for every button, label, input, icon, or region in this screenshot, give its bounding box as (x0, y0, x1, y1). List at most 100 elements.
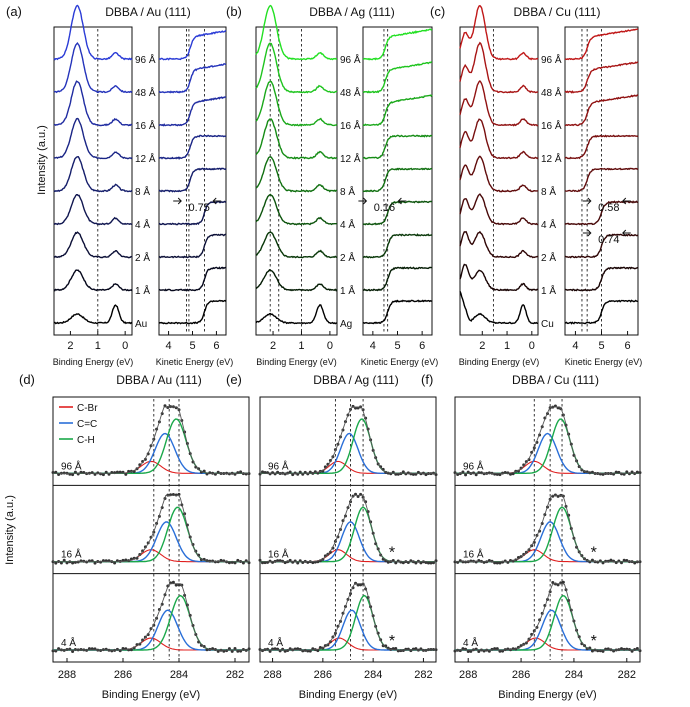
data-point (71, 561, 75, 565)
data-point (227, 647, 231, 651)
data-point (296, 561, 300, 565)
series-line (53, 194, 133, 226)
series-line (260, 406, 436, 474)
data-point (627, 472, 631, 476)
x-axis-label: Kinetic Energy (eV) (565, 357, 643, 367)
data-point (291, 473, 295, 477)
x-tick-label: 2 (67, 340, 73, 352)
data-point (268, 649, 272, 653)
data-point (622, 558, 626, 562)
data-point (177, 583, 181, 587)
trace-label: 12 Å (340, 152, 361, 165)
arrow (358, 197, 368, 205)
series-line (455, 406, 640, 474)
x-tick-label: 4 (166, 340, 172, 352)
series-line (53, 583, 249, 651)
series-line (255, 304, 338, 325)
data-point (288, 470, 292, 474)
top-panel-2: (c) DBBA / Cu (111) 2 1 0 Binding Energy (eV)… (430, 4, 642, 367)
data-point (461, 470, 465, 474)
x-tick-label: 5 (189, 340, 195, 352)
data-point (498, 649, 502, 653)
data-point (71, 649, 75, 653)
data-point (124, 472, 128, 476)
series-line (564, 299, 639, 325)
data-point (474, 473, 478, 477)
arrow (582, 229, 592, 237)
data-point (87, 647, 91, 651)
series-line (362, 233, 433, 259)
series-line (459, 155, 539, 193)
row-label: 4 Å (61, 636, 76, 649)
x-tick-label: 284 (170, 669, 188, 681)
series-line (158, 96, 227, 127)
data-point (296, 647, 300, 651)
series-line (564, 94, 639, 127)
bottom-panel-0: (d) DBBA / Au (111) 288 286 284 282 Binding En… (19, 372, 251, 701)
data-point (431, 647, 435, 651)
data-point (62, 558, 66, 562)
series-line (455, 609, 640, 651)
series-line (459, 4, 539, 61)
data-point (633, 561, 637, 565)
series-line (362, 299, 433, 325)
data-point (121, 646, 125, 650)
data-point (561, 580, 565, 584)
trace-label: 96 Å (135, 53, 156, 66)
annotation-text: 0.58 (598, 202, 619, 214)
data-point (99, 472, 103, 476)
x-tick-label: 286 (512, 669, 530, 681)
top-panel-1: (b) DBBA / Ag (111) 2 1 0 Binding Energy (eV)… (226, 4, 438, 367)
series-line (459, 118, 539, 160)
series-line (362, 61, 433, 94)
data-point (273, 472, 277, 476)
data-point (241, 648, 245, 652)
star-marker: * (591, 545, 597, 562)
panel-label: (c) (430, 4, 445, 19)
data-point (57, 473, 61, 477)
data-point (71, 473, 75, 477)
plot-frame (52, 396, 250, 663)
panel-label: (e) (226, 372, 242, 387)
row-label: 96 Å (61, 459, 82, 472)
data-point (630, 470, 634, 474)
data-point (477, 649, 481, 653)
data-point (174, 583, 178, 587)
legend-label: C-H (77, 435, 95, 446)
data-point (498, 473, 502, 477)
x-tick-label: 1 (95, 340, 101, 352)
series-line (459, 41, 539, 94)
data-point (59, 561, 63, 565)
x-tick-label: 5 (598, 340, 604, 352)
series-line (53, 269, 133, 292)
trace-label: 48 Å (135, 86, 156, 99)
data-point (171, 580, 175, 584)
trace-label: 1 Å (135, 284, 150, 297)
x-tick-label: 288 (459, 669, 477, 681)
data-point (601, 649, 605, 653)
series-line (53, 4, 133, 61)
x-tick-label: 284 (565, 669, 583, 681)
trace-label: 2 Å (135, 251, 150, 264)
legend-label: C=C (77, 419, 97, 430)
trace-label: 4 Å (135, 218, 150, 231)
row-label: 4 Å (463, 636, 478, 649)
data-point (163, 404, 167, 408)
data-point (509, 472, 512, 476)
data-point (236, 649, 240, 653)
data-point (551, 580, 555, 584)
data-point (394, 561, 398, 565)
trace-label: 48 Å (541, 86, 562, 99)
panel-label: (f) (421, 372, 433, 387)
x-tick-label: 4 (370, 340, 376, 352)
bottom-panel-2: (f) DBBA / Cu (111) 288 286 284 282 Binding En… (421, 372, 642, 701)
trace-label: 8 Å (541, 185, 556, 198)
row-label: 96 Å (268, 459, 289, 472)
series-line (53, 155, 133, 193)
data-point (522, 552, 526, 556)
plot-frame (259, 396, 437, 663)
row-label: 96 Å (463, 459, 484, 472)
trace-label: 4 Å (541, 218, 556, 231)
data-point (57, 647, 61, 651)
